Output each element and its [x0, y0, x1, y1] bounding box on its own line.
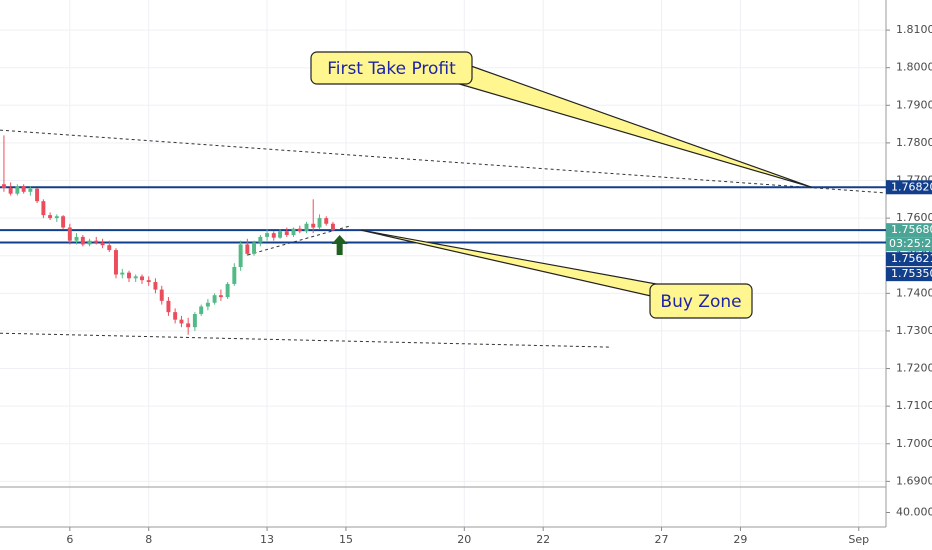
candle-body: [278, 231, 283, 238]
callout-text: First Take Profit: [327, 59, 456, 79]
candle-body: [291, 228, 296, 236]
candle-body: [166, 300, 171, 313]
candle-body: [252, 242, 257, 254]
candle-body: [258, 236, 263, 243]
y-tick-label: 1.78000: [896, 136, 932, 149]
y-tick-label: 1.80000: [896, 61, 932, 74]
buy-arrow: [331, 235, 348, 256]
candle-body: [304, 223, 309, 232]
y-tick-label: 1.73000: [896, 324, 932, 337]
candle-body: [225, 283, 230, 298]
y-tick-label: 1.70000: [896, 437, 932, 450]
candle-body: [186, 323, 191, 328]
candle-body: [173, 312, 178, 320]
candle-body: [114, 250, 118, 275]
candle-body: [245, 244, 250, 254]
candle-body: [232, 267, 237, 284]
candle-body: [120, 272, 125, 275]
x-tick-label: 20: [457, 533, 471, 546]
x-tick-label: Sep: [848, 533, 869, 546]
y-tick-label: 1.76000: [896, 211, 932, 224]
candle-body: [107, 245, 112, 251]
candle-body: [41, 201, 46, 216]
y-tick-label: 1.69000: [896, 474, 932, 487]
candle-body: [199, 306, 204, 315]
candle-body: [140, 276, 144, 281]
candle-body: [74, 236, 79, 241]
candle-body: [1, 184, 6, 189]
callout-text: Buy Zone: [660, 292, 741, 312]
callout-box: [310, 51, 473, 85]
candle-body: [271, 233, 276, 238]
countdown-label: 03:25:25: [889, 237, 932, 250]
candle-body: [212, 295, 217, 303]
candle-body: [238, 244, 243, 268]
callout-box: [649, 283, 753, 319]
candle-body: [311, 223, 316, 228]
candle-body: [133, 276, 138, 279]
candle-body: [265, 233, 270, 237]
x-tick-label: 15: [339, 533, 353, 546]
candle-body: [28, 188, 33, 192]
price-label: 1.75621: [891, 252, 932, 265]
price-label-box: [886, 267, 932, 282]
x-tick-label: 27: [655, 533, 669, 546]
x-tick-label: 8: [145, 533, 152, 546]
candle-body: [205, 302, 210, 307]
x-tick-label: 29: [733, 533, 747, 546]
trend-line: [0, 129, 886, 194]
candle-body: [87, 240, 92, 245]
y-tick-label: 1.79000: [896, 98, 932, 111]
y-tick-label: 1.74000: [896, 286, 932, 299]
y-tick-label: 1.71000: [896, 399, 932, 412]
candle-body: [35, 188, 40, 202]
candle-body: [61, 216, 66, 228]
candle-body: [284, 231, 289, 236]
candle-body: [218, 295, 223, 298]
candle-body: [297, 228, 302, 232]
x-tick-label: 22: [536, 533, 550, 546]
price-label-box: [886, 223, 932, 238]
candle-body: [80, 236, 85, 245]
y-tick-label: 1.72000: [896, 362, 932, 375]
x-tick-label: 6: [66, 533, 73, 546]
candle-body: [330, 223, 335, 231]
candle-body: [324, 218, 329, 224]
price-label-box: [886, 180, 932, 195]
candle-body: [21, 186, 26, 192]
candle-body: [153, 282, 158, 290]
y-tick-label: 40.00000: [896, 506, 932, 519]
candle-body: [159, 289, 164, 301]
price-label: 1.75350: [891, 267, 932, 280]
candle-body: [317, 218, 322, 228]
candle-body: [15, 186, 20, 194]
candle-body: [94, 240, 99, 243]
candle-body: [54, 216, 59, 219]
candle-body: [146, 280, 151, 283]
y-tick-label: 1.81000: [896, 23, 932, 36]
candle-body: [100, 242, 105, 246]
candle-body: [179, 319, 184, 324]
candle-body: [192, 314, 197, 328]
price-label: 1.76820: [891, 180, 932, 193]
candle-body: [48, 215, 53, 219]
candle-body: [127, 272, 131, 279]
price-label-box: [886, 252, 932, 267]
candle-body: [8, 188, 13, 194]
price-label: 1.75680: [891, 223, 932, 236]
x-tick-label: 13: [260, 533, 274, 546]
countdown-box: [886, 237, 932, 252]
candle-body: [67, 227, 72, 241]
